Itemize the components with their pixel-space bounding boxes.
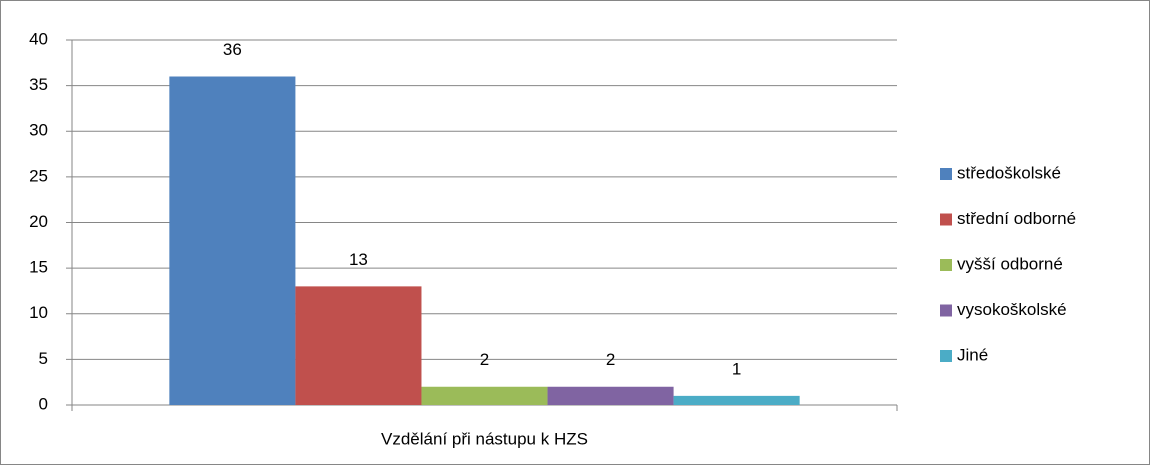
y-tick-label: 0 (39, 394, 48, 413)
legend-swatch (940, 213, 952, 226)
y-tick-label: 35 (29, 75, 48, 94)
legend-swatch (940, 350, 952, 362)
y-tick-label: 25 (29, 166, 48, 185)
data-label: 1 (732, 359, 741, 378)
legend-swatch (940, 304, 952, 317)
y-tick-label: 10 (29, 303, 48, 322)
data-label: 2 (480, 350, 489, 369)
y-tick-label: 40 (29, 29, 48, 48)
legend-label: Jiné (957, 345, 988, 364)
data-label: 36 (223, 40, 242, 59)
y-tick-label: 15 (29, 258, 48, 277)
bar (547, 386, 674, 405)
y-tick-label: 30 (29, 121, 48, 140)
bar (673, 395, 800, 405)
bar (421, 386, 548, 405)
legend-swatch (940, 259, 952, 271)
data-label: 13 (349, 250, 368, 269)
bar (295, 286, 422, 405)
legend-swatch (940, 168, 952, 180)
x-tick-label: Vzdělání při nástupu k HZS (381, 429, 588, 448)
data-label: 2 (606, 350, 615, 369)
bar (169, 76, 296, 405)
legend-label: středoškolské (957, 163, 1061, 182)
legend-label: vyšší odborné (957, 254, 1063, 273)
y-tick-label: 5 (39, 349, 48, 368)
y-tick-label: 20 (29, 212, 48, 231)
legend-label: střední odborné (957, 209, 1076, 228)
legend-label: vysokoškolské (957, 300, 1067, 319)
